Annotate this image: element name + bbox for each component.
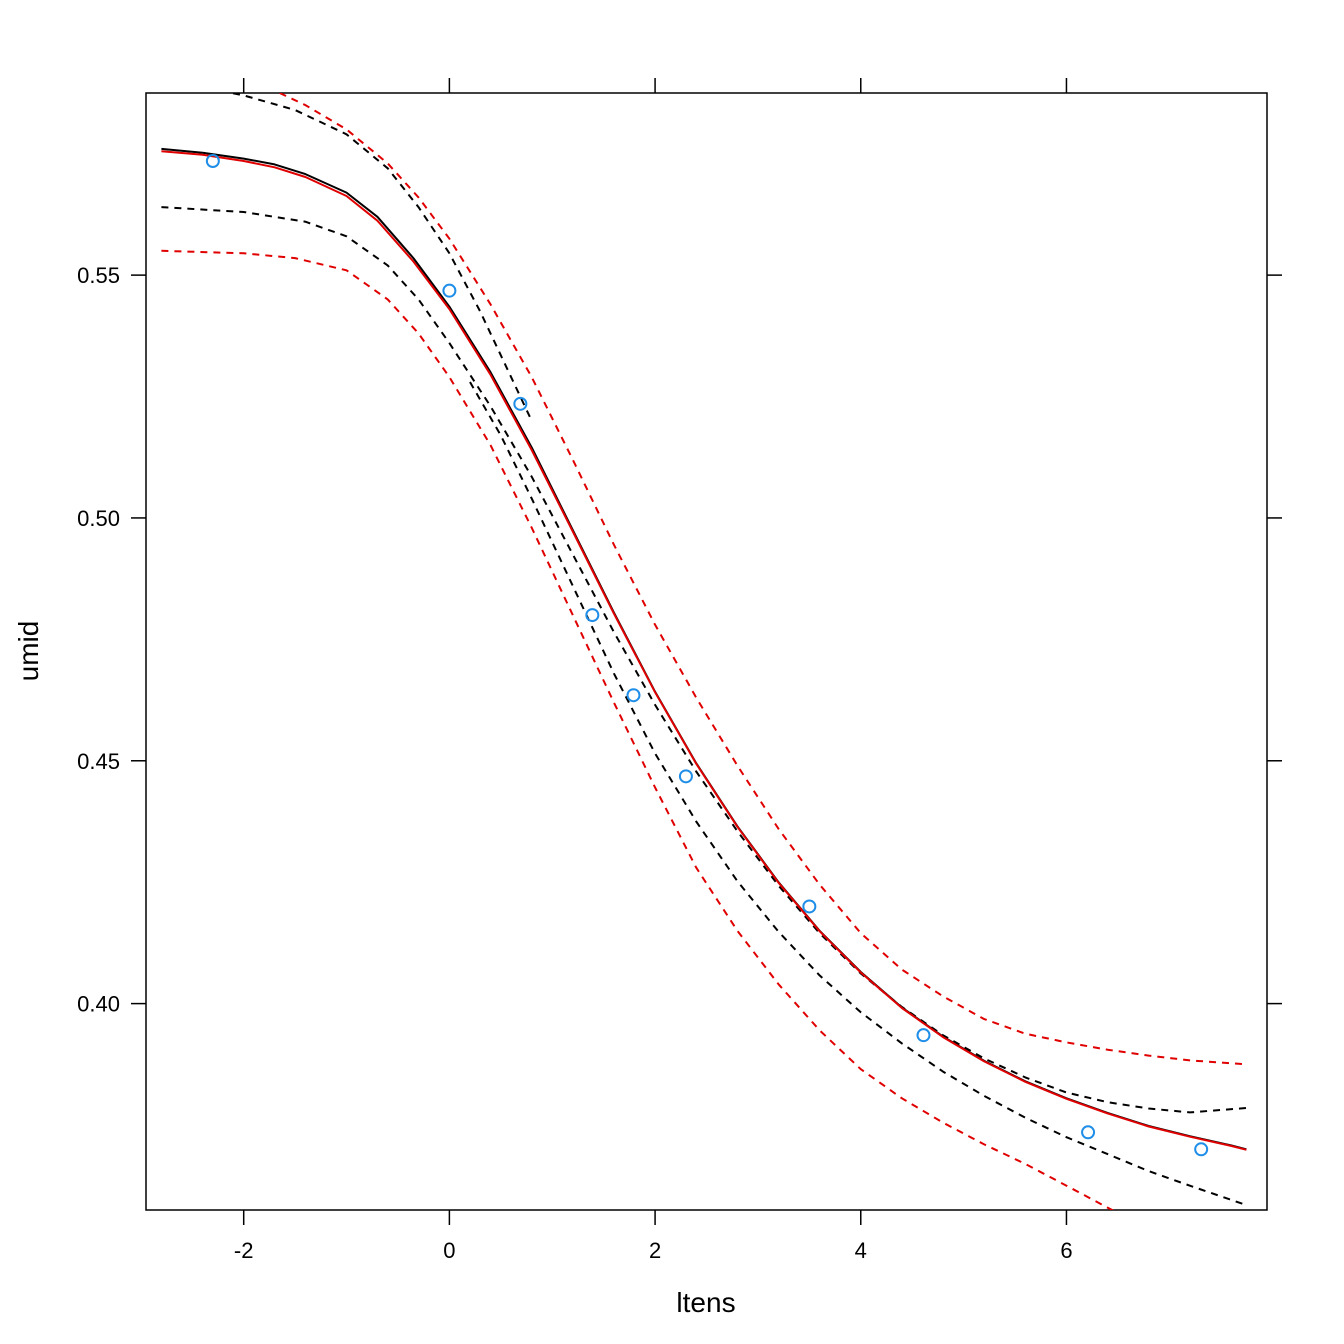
data-point (626, 688, 641, 703)
data-point (1081, 1125, 1096, 1140)
data-point (585, 608, 600, 623)
data-point (442, 283, 457, 298)
band-line-2 (226, 93, 533, 422)
data-point (1194, 1142, 1209, 1157)
band-line-6 (161, 249, 1115, 1210)
axis-ticks: -2 0 2 4 6 0.40 0.45 0.50 0.55 (77, 78, 1282, 1263)
data-points (205, 153, 1209, 1157)
band-line-5 (279, 93, 1247, 1066)
plot-frame (145, 92, 1268, 1211)
data-point (802, 899, 817, 914)
x-tick-label: -2 (234, 1238, 254, 1263)
x-tick-label: 0 (443, 1238, 455, 1263)
y-tick-label: 0.50 (77, 506, 120, 531)
band-line-4 (469, 381, 1247, 1207)
data-point (916, 1028, 931, 1043)
data-point (513, 396, 528, 411)
y-tick-label: 0.45 (77, 749, 120, 774)
x-tick-label: 4 (855, 1238, 867, 1263)
y-axis-label: umid (13, 621, 44, 682)
x-tick-label: 2 (649, 1238, 661, 1263)
y-tick-label: 0.40 (77, 992, 120, 1017)
y-tick-label: 0.55 (77, 263, 120, 288)
data-point (678, 769, 693, 784)
fit-line-1 (161, 150, 1247, 1151)
x-tick-label: 6 (1060, 1238, 1072, 1263)
band-line-3 (161, 206, 1247, 1114)
fit-line-0 (161, 147, 1247, 1151)
x-axis-label: ltens (676, 1287, 735, 1318)
series-lines (161, 93, 1247, 1210)
data-point (205, 153, 220, 168)
